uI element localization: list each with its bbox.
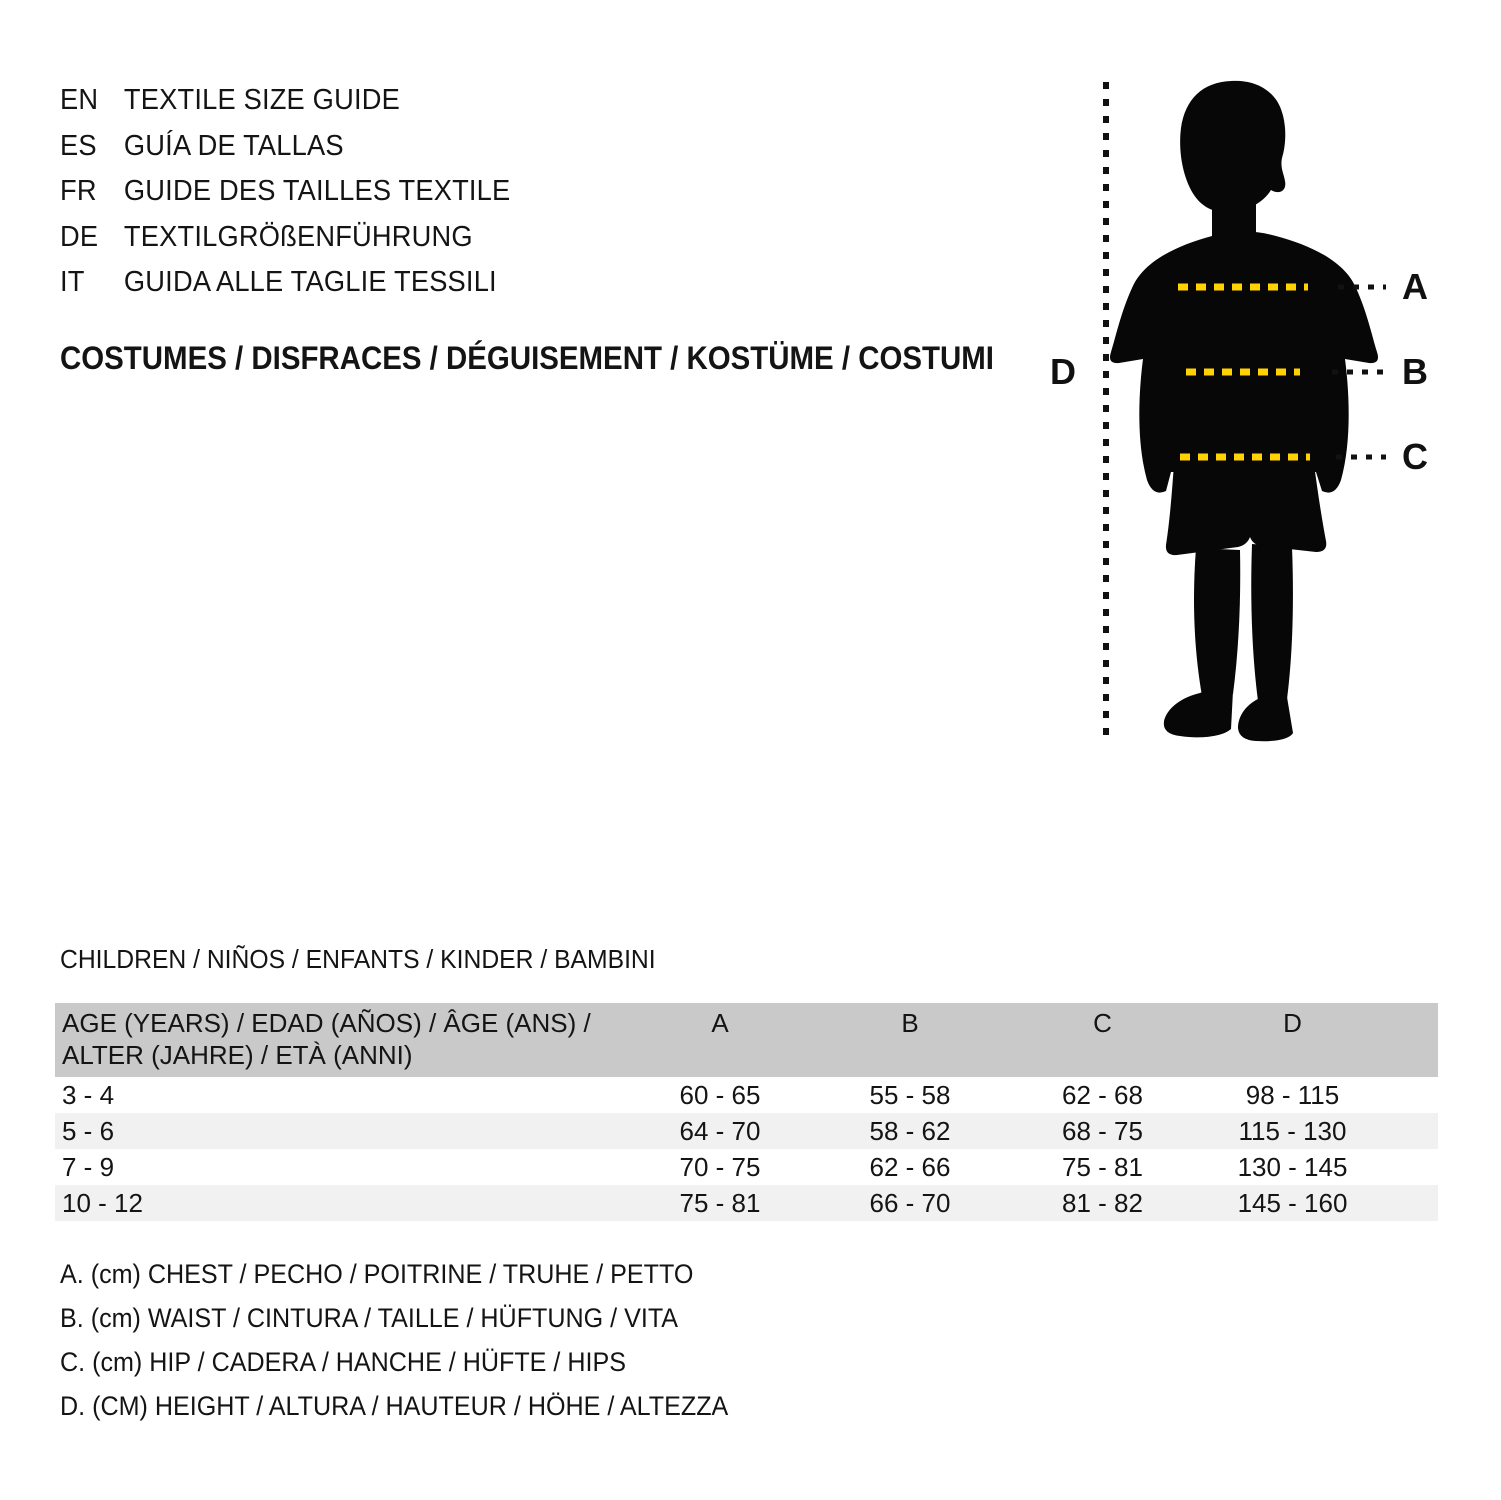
language-label: GUIDA ALLE TAGLIE TESSILI [123, 266, 497, 299]
measurement-legend: A. (cm) CHEST / PECHO / POITRINE / TRUHE… [60, 1252, 728, 1428]
silhouette-torso [1110, 231, 1378, 493]
language-label: TEXTILGRÖßENFÜHRUNG [123, 220, 473, 253]
label-chest-a: A [1402, 266, 1428, 307]
height-cell: 115 - 130 [1238, 1115, 1347, 1146]
label-hip-c: C [1402, 436, 1428, 477]
language-row-de: DE TEXTILGRÖßENFÜHRUNG [60, 215, 510, 261]
age-cell: 10 - 12 [62, 1187, 143, 1218]
table-row: 5 - 6 64 - 70 58 - 62 68 - 75 115 - 130 [55, 1113, 1438, 1149]
language-row-es: ES GUÍA DE TALLAS [60, 124, 510, 170]
child-silhouette [1110, 80, 1378, 742]
age-column-header: AGE (YEARS) / EDAD (AÑOS) / ÂGE (ANS) / … [55, 1007, 625, 1071]
silhouette-head [1180, 80, 1286, 213]
height-cell: 130 - 145 [1237, 1151, 1348, 1182]
column-header-a: A [711, 1008, 729, 1038]
label-waist-b: B [1402, 351, 1428, 392]
waist-cell: 62 - 66 [869, 1151, 951, 1182]
legend-height: D. (CM) HEIGHT / ALTURA / HAUTEUR / HÖHE… [60, 1390, 729, 1421]
age-cell: 7 - 9 [62, 1151, 115, 1182]
silhouette-right-leg [1251, 544, 1293, 701]
column-header-c: C [1093, 1008, 1112, 1038]
label-height-d: D [1050, 351, 1076, 392]
waist-cell: 66 - 70 [869, 1187, 951, 1218]
language-code: FR [60, 175, 97, 208]
language-code: IT [60, 266, 85, 299]
silhouette-right-shoe [1238, 694, 1293, 742]
age-cell: 3 - 4 [62, 1079, 115, 1110]
table-row: 10 - 12 75 - 81 66 - 70 81 - 82 145 - 16… [55, 1185, 1438, 1221]
legend-chest: A. (cm) CHEST / PECHO / POITRINE / TRUHE… [60, 1258, 694, 1289]
legend-waist: B. (cm) WAIST / CINTURA / TAILLE / HÜFTU… [60, 1302, 679, 1333]
language-row-it: IT GUIDA ALLE TAGLIE TESSILI [60, 260, 510, 306]
waist-cell: 55 - 58 [869, 1079, 951, 1110]
chest-cell: 60 - 65 [679, 1079, 761, 1110]
language-row-en: EN TEXTILE SIZE GUIDE [60, 78, 510, 124]
silhouette-left-leg [1194, 548, 1241, 696]
language-code: DE [60, 220, 99, 253]
chest-cell: 75 - 81 [679, 1187, 761, 1218]
chest-cell: 64 - 70 [679, 1115, 761, 1146]
hip-cell: 75 - 81 [1062, 1151, 1143, 1182]
table-row: 3 - 4 60 - 65 55 - 58 62 - 68 98 - 115 [55, 1077, 1438, 1113]
waist-cell: 58 - 62 [869, 1115, 951, 1146]
category-title: COSTUMES / DISFRACES / DÉGUISEMENT / KOS… [60, 340, 994, 376]
table-header-row: AGE (YEARS) / EDAD (AÑOS) / ÂGE (ANS) / … [55, 1003, 1438, 1077]
silhouette-left-shoe [1163, 688, 1233, 738]
height-cell: 145 - 160 [1237, 1187, 1348, 1218]
chest-cell: 70 - 75 [679, 1151, 761, 1182]
hip-cell: 81 - 82 [1062, 1187, 1143, 1218]
language-list: EN TEXTILE SIZE GUIDE ES GUÍA DE TALLAS … [60, 78, 510, 306]
language-code: EN [60, 84, 99, 117]
height-cell: 98 - 115 [1245, 1079, 1340, 1110]
hip-cell: 62 - 68 [1062, 1079, 1143, 1110]
hip-cell: 68 - 75 [1062, 1115, 1143, 1146]
measurement-diagram: A B C D [1050, 80, 1428, 742]
column-header-b: B [901, 1008, 919, 1038]
language-label: GUIDE DES TAILLES TEXTILE [123, 175, 511, 208]
legend-hip: C. (cm) HIP / CADERA / HANCHE / HÜFTE / … [60, 1346, 626, 1377]
language-row-fr: FR GUIDE DES TAILLES TEXTILE [60, 169, 510, 215]
language-label: GUÍA DE TALLAS [123, 129, 344, 162]
column-header-d: D [1283, 1008, 1302, 1038]
language-code: ES [60, 129, 97, 162]
section-title-children: CHILDREN / NIÑOS / ENFANTS / KINDER / BA… [60, 944, 656, 974]
age-cell: 5 - 6 [62, 1115, 115, 1146]
age-header-line1: AGE (YEARS) / EDAD (AÑOS) / ÂGE (ANS) / [62, 1008, 591, 1038]
silhouette-shorts [1165, 464, 1327, 556]
size-table: AGE (YEARS) / EDAD (AÑOS) / ÂGE (ANS) / … [55, 1003, 1438, 1221]
table-row: 7 - 9 70 - 75 62 - 66 75 - 81 130 - 145 [55, 1149, 1438, 1185]
language-label: TEXTILE SIZE GUIDE [123, 84, 400, 117]
age-header-line2: ALTER (JAHRE) / ETÀ (ANNI) [62, 1040, 413, 1070]
